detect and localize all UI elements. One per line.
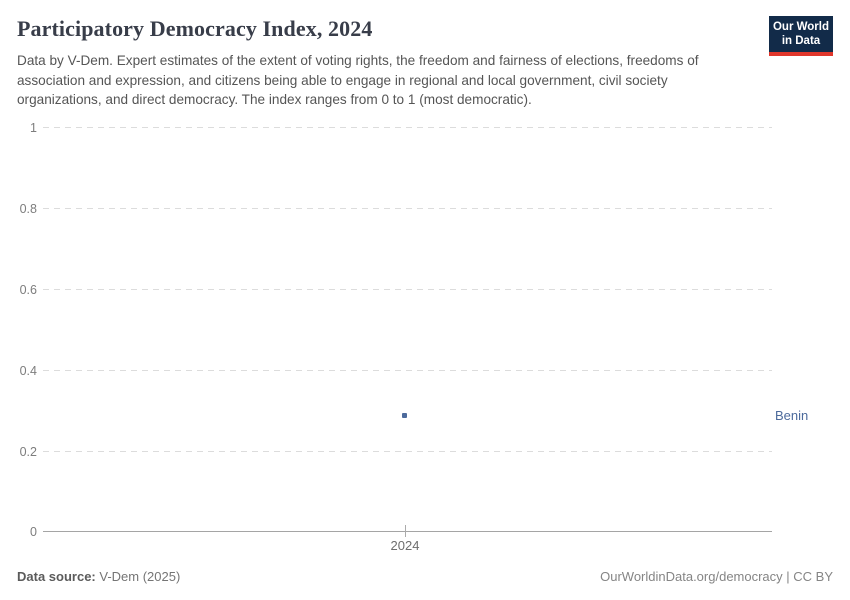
- chart-title: Participatory Democracy Index, 2024: [17, 16, 373, 41]
- gridline-0.4: [43, 370, 772, 371]
- ytick-label-0.8: 0.8: [19, 202, 37, 216]
- xtick-label-2024: 2024: [390, 538, 420, 553]
- footer-link-license[interactable]: OurWorldinData.org/democracy | CC BY: [600, 569, 833, 584]
- chart-subtitle: Data by V-Dem. Expert estimates of the e…: [17, 53, 699, 107]
- entity-label-benin[interactable]: Benin: [775, 408, 809, 423]
- ytick-label-0.6: 0.6: [19, 283, 37, 297]
- ytick-label-0.2: 0.2: [19, 445, 37, 459]
- owid-logo[interactable]: Our World in Data: [769, 16, 833, 56]
- chart-footer: Data source: V-Dem (2025) OurWorldinData…: [17, 569, 833, 584]
- data-source-value: V-Dem (2025): [95, 569, 181, 584]
- owid-logo-text: Our World in Data: [769, 16, 833, 52]
- ytick-label-0: 0: [30, 525, 37, 539]
- data-point-benin[interactable]: [402, 413, 407, 418]
- gridline-1.0: [43, 127, 772, 128]
- x-axis-tick: [405, 525, 406, 537]
- data-source-label: Data source:: [17, 569, 96, 584]
- gridline-0.2: [43, 451, 772, 452]
- owid-logo-line1: Our World: [772, 21, 829, 33]
- data-source: Data source: V-Dem (2025): [17, 569, 180, 584]
- x-axis-line: [43, 531, 772, 532]
- owid-logo-red-bar: [769, 52, 833, 56]
- ytick-label-1: 1: [30, 121, 37, 135]
- ytick-label-0.4: 0.4: [19, 364, 37, 378]
- gridline-0.6: [43, 289, 772, 290]
- owid-logo-line2: in Data: [781, 34, 821, 47]
- gridline-0.8: [43, 208, 772, 209]
